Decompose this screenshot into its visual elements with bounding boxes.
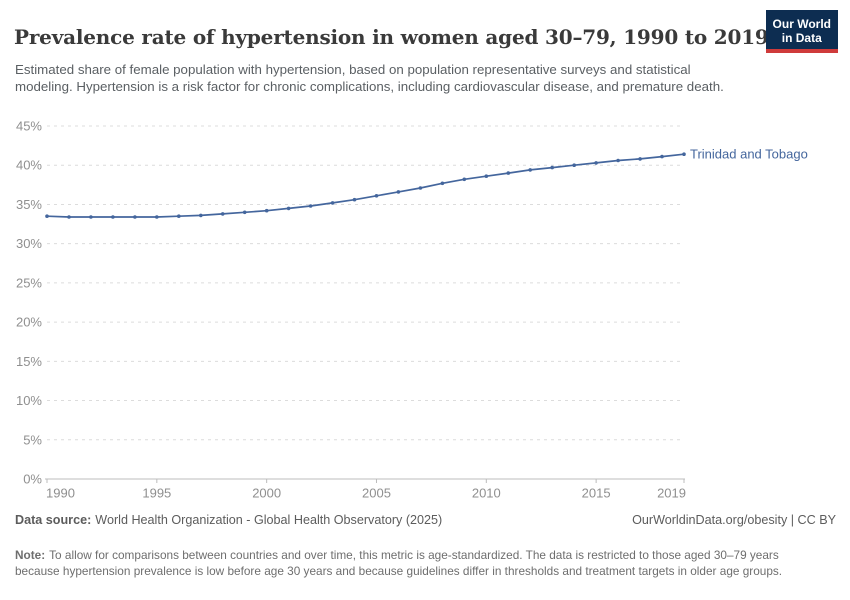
data-point[interactable] <box>374 194 379 198</box>
data-source-text: World Health Organization - Global Healt… <box>95 513 443 527</box>
data-point[interactable] <box>264 208 269 213</box>
x-tick-label: 2010 <box>472 486 501 501</box>
line-chart-canvas: 0% 5% 10% 15% 20% 25% 30% 35% 40% 45% 1990 1995 2000… <box>16 119 808 501</box>
footer-source-row: Data source: World Health Organization - … <box>15 513 836 527</box>
data-point[interactable] <box>550 165 554 170</box>
data-point[interactable] <box>440 181 445 186</box>
y-tick-label: 20% <box>16 315 42 330</box>
owid-logo-line2: in Data <box>781 31 822 45</box>
note-text: To allow for comparisons between countri… <box>15 547 783 578</box>
data-point[interactable] <box>506 171 511 175</box>
data-point[interactable] <box>330 201 335 205</box>
chart-subtitle: Estimated share of female population wit… <box>15 62 724 94</box>
y-tick-label: 5% <box>23 432 42 447</box>
data-point[interactable] <box>396 190 401 194</box>
data-point[interactable] <box>572 163 576 167</box>
series-label[interactable]: Trinidad and Tobago <box>690 147 808 162</box>
owid-logo-line1: Our World <box>772 17 831 31</box>
footer-note: Note: To allow for comparisons between co… <box>15 547 811 579</box>
data-point[interactable] <box>660 154 664 159</box>
x-tick-label: 1995 <box>142 486 171 501</box>
data-point[interactable] <box>462 177 467 182</box>
owid-logo[interactable]: Our World in Data <box>765 10 838 53</box>
y-tick-label: 30% <box>16 236 42 251</box>
x-tick-label: 2019 <box>657 486 686 501</box>
data-point[interactable] <box>220 212 225 216</box>
license-link[interactable]: OurWorldinData.org/obesity | CC BY <box>632 513 836 527</box>
data-point[interactable] <box>242 210 247 215</box>
data-point[interactable] <box>528 168 532 172</box>
series-line <box>46 153 685 218</box>
y-tick-label: 35% <box>16 197 42 212</box>
data-point[interactable] <box>308 204 313 208</box>
data-point[interactable] <box>133 215 137 219</box>
y-tick-label: 45% <box>16 119 42 134</box>
data-source-label: Data source: <box>15 513 92 527</box>
data-source-line: Data source: World Health Organization - … <box>15 513 442 527</box>
data-point[interactable] <box>155 215 159 219</box>
data-point[interactable] <box>594 161 598 165</box>
y-tick-label: 0% <box>23 472 42 487</box>
data-point[interactable] <box>682 152 686 156</box>
x-tick-label: 1990 <box>46 486 75 501</box>
y-tick-label: 15% <box>16 354 42 369</box>
data-point[interactable] <box>89 215 93 219</box>
data-point[interactable] <box>616 158 620 163</box>
x-tick-label: 2015 <box>582 486 611 501</box>
chart-title: Prevalence rate of hypertension in women… <box>14 25 769 50</box>
data-point[interactable] <box>484 174 489 178</box>
data-point[interactable] <box>67 215 71 219</box>
x-tick-label: 2000 <box>252 486 281 501</box>
data-point[interactable] <box>111 215 115 219</box>
data-point[interactable] <box>199 213 203 218</box>
y-tick-label: 40% <box>16 158 42 173</box>
y-tick-label: 10% <box>16 393 42 408</box>
data-point[interactable] <box>45 214 49 218</box>
note-label: Note: <box>15 547 46 562</box>
y-tick-label: 25% <box>16 275 42 290</box>
x-tick-label: 2005 <box>362 486 391 501</box>
data-point[interactable] <box>418 186 423 190</box>
data-point[interactable] <box>638 157 642 161</box>
data-point[interactable] <box>177 214 181 218</box>
data-point[interactable] <box>352 197 357 202</box>
data-point[interactable] <box>286 206 291 211</box>
